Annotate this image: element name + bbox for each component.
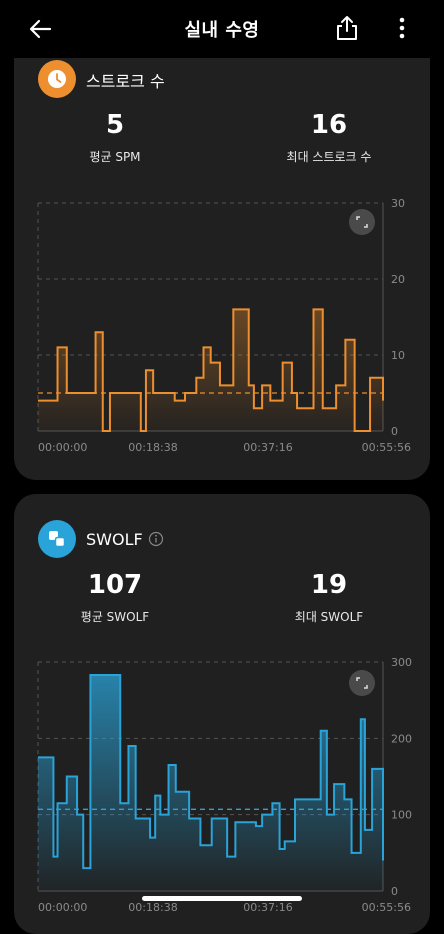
avg-spm-value: 5 bbox=[105, 110, 125, 140]
swolf-card: SWOLF 107 평균 SWOLF 19 최대 SWOLF 0 100 200 30… bbox=[14, 494, 430, 934]
avg-swolf-label: 평균 SWOLF bbox=[80, 610, 150, 624]
y-tick-label: 0 bbox=[391, 425, 398, 438]
x-tick-label: 00:55:56 bbox=[362, 901, 411, 914]
y-tick-label: 0 bbox=[391, 885, 398, 898]
series-area bbox=[38, 309, 383, 431]
x-tick-label: 00:37:16 bbox=[243, 441, 292, 454]
avg-spm-label: 평균 SPM bbox=[89, 150, 141, 164]
swolf-chart: 0 100 200 300 00:00:00 00:18:38 00:37:16 00:55:… bbox=[37, 656, 412, 914]
clock-icon bbox=[38, 60, 76, 98]
x-tick-label: 00:55:56 bbox=[362, 441, 411, 454]
page-title: 실내 수영 bbox=[184, 20, 260, 41]
more-options-icon[interactable] bbox=[392, 14, 412, 42]
y-tick-label: 20 bbox=[391, 273, 405, 286]
y-tick-label: 30 bbox=[391, 197, 405, 210]
info-icon[interactable] bbox=[148, 531, 164, 547]
home-indicator[interactable] bbox=[142, 896, 302, 901]
x-tick-label: 00:00:00 bbox=[38, 441, 87, 454]
x-tick-label: 00:18:38 bbox=[128, 441, 177, 454]
stroke-count-chart: 0 10 20 30 00:00:00 00:18:38 00:37:16 00:55:56 bbox=[37, 197, 411, 454]
max-strokes-label: 최대 스트로크 수 bbox=[286, 150, 372, 164]
stroke-count-title: 스트로크 수 bbox=[86, 72, 165, 91]
y-tick-label: 200 bbox=[391, 732, 412, 745]
swolf-icon bbox=[38, 520, 76, 558]
top-app-bar: 실내 수영 bbox=[0, 0, 444, 58]
expand-chart-button[interactable] bbox=[349, 670, 375, 696]
y-tick-label: 300 bbox=[391, 656, 412, 669]
x-tick-label: 00:18:38 bbox=[128, 901, 177, 914]
x-tick-label: 00:00:00 bbox=[38, 901, 87, 914]
swolf-title: SWOLF bbox=[86, 530, 143, 549]
y-tick-label: 10 bbox=[391, 349, 405, 362]
max-swolf-value: 19 bbox=[310, 570, 348, 600]
series-line bbox=[38, 673, 384, 870]
share-icon[interactable] bbox=[334, 14, 360, 42]
expand-chart-button[interactable] bbox=[349, 209, 375, 235]
back-arrow-icon[interactable] bbox=[28, 16, 54, 42]
y-tick-label: 100 bbox=[391, 809, 412, 822]
avg-swolf-value: 107 bbox=[87, 570, 143, 600]
series-line bbox=[38, 308, 384, 432]
series-area bbox=[38, 674, 383, 891]
x-tick-label: 00:37:16 bbox=[243, 901, 292, 914]
max-strokes-value: 16 bbox=[310, 110, 348, 140]
stroke-count-card: 스트로크 수 5 평균 SPM 16 최대 스트로크 수 0 10 20 30 00:0… bbox=[14, 30, 430, 480]
max-swolf-label: 최대 SWOLF bbox=[294, 610, 364, 624]
